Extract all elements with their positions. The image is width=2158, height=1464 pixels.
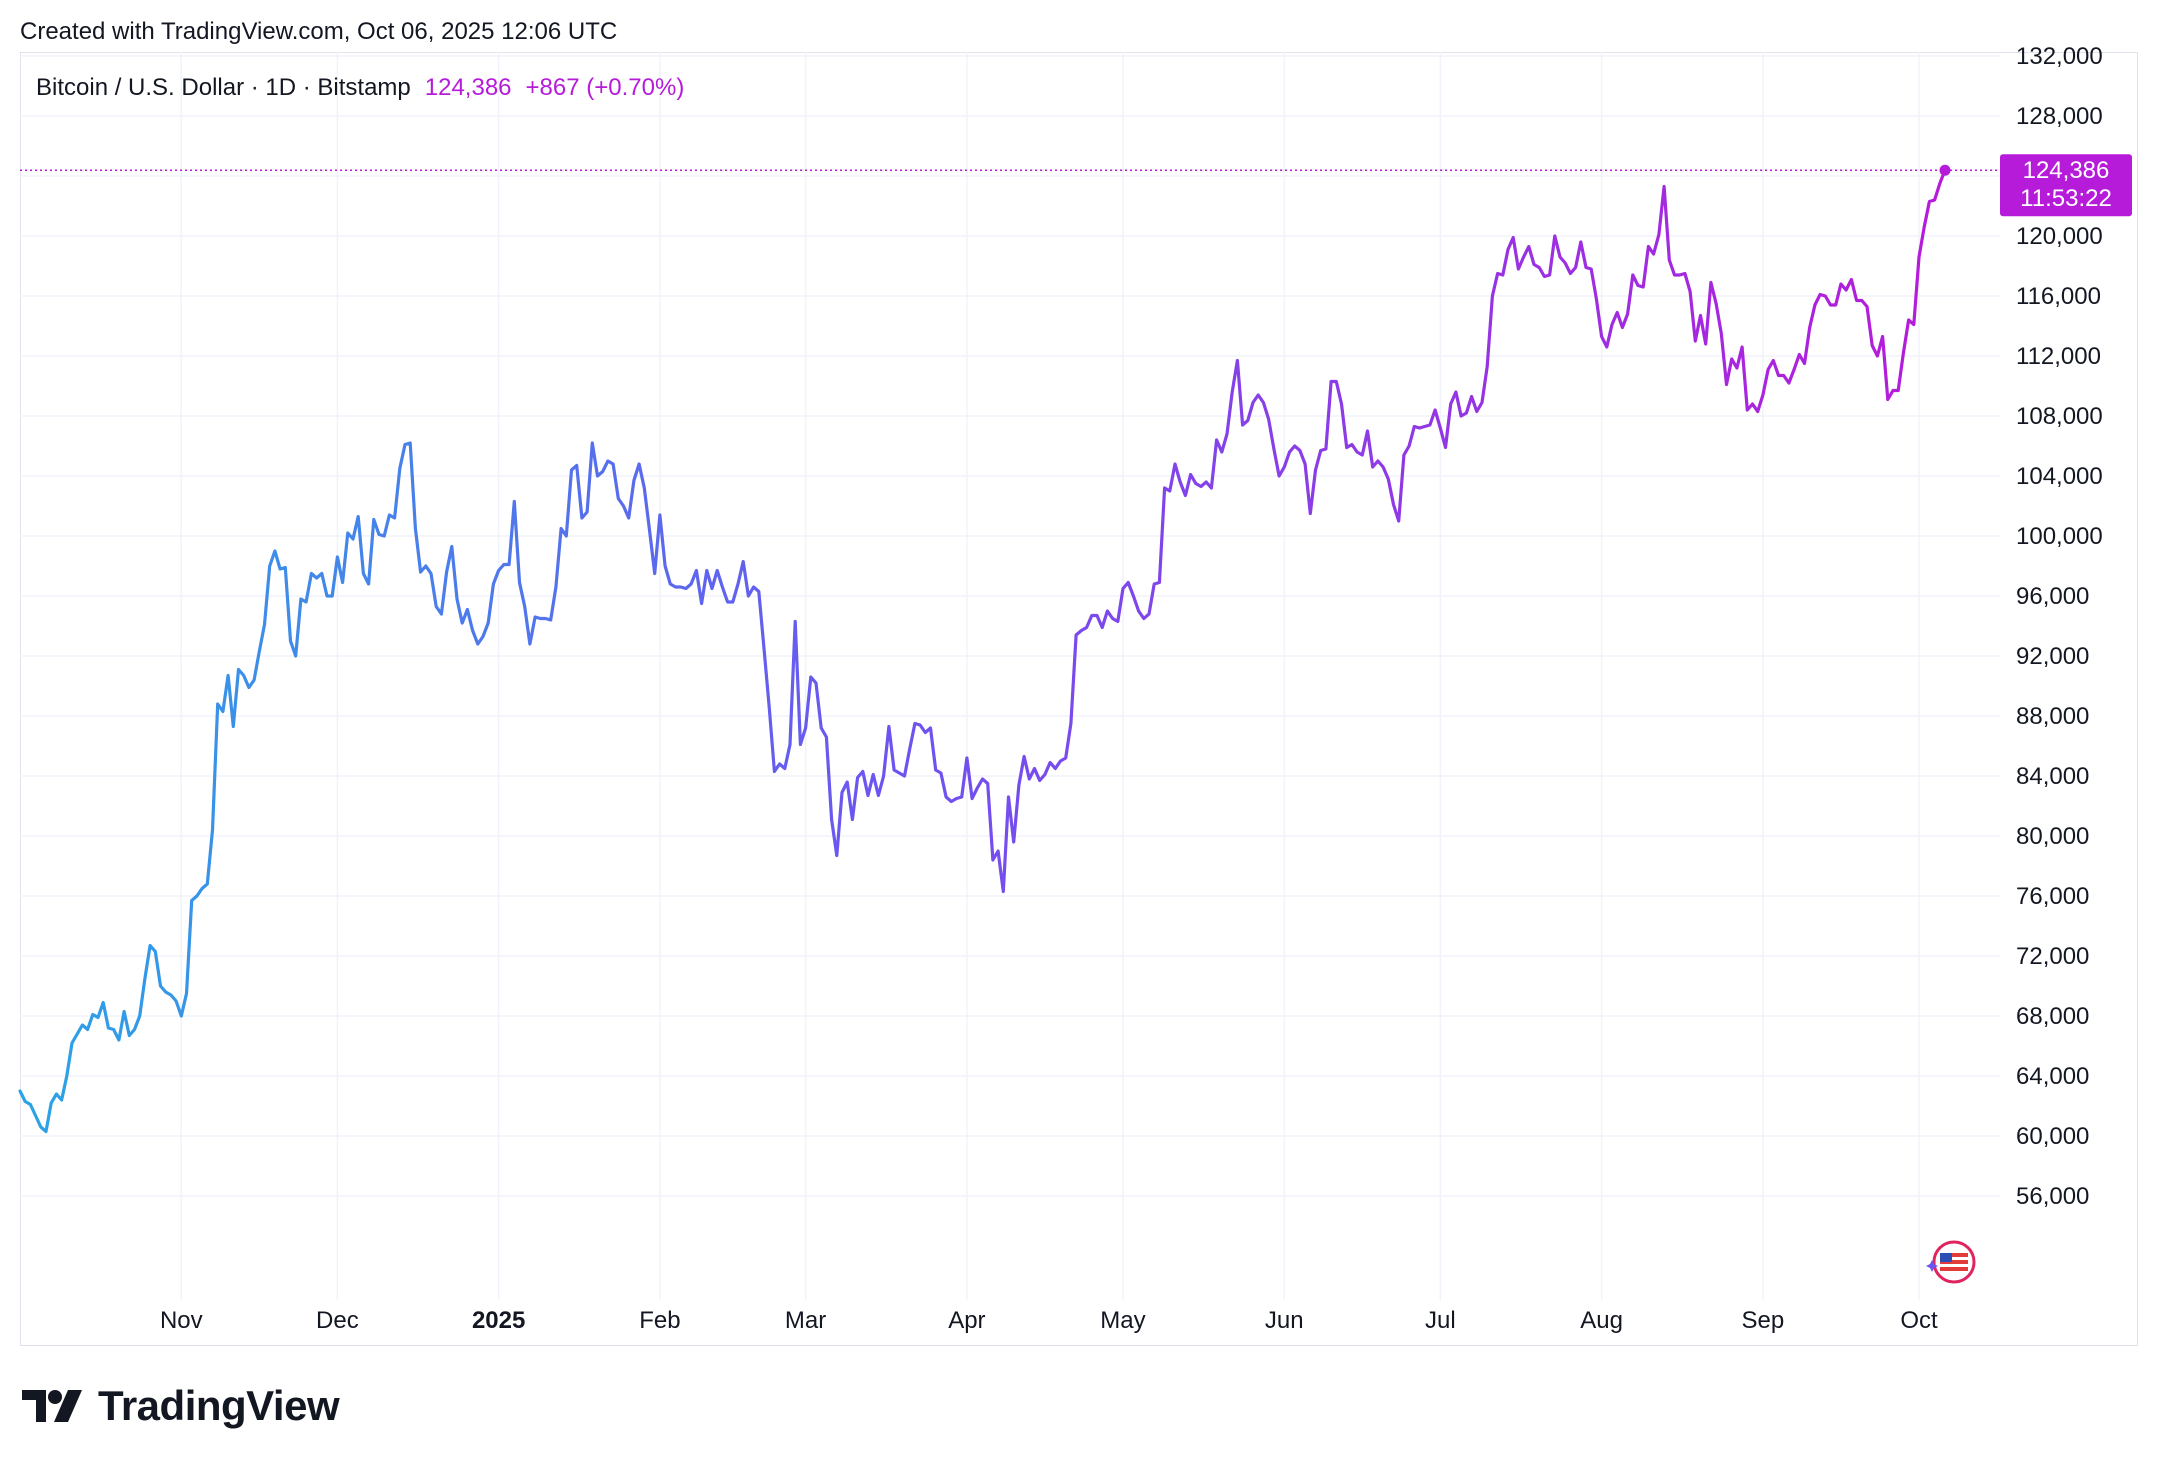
tradingview-logo-icon: [22, 1390, 82, 1422]
created-with-caption: Created with TradingView.com, Oct 06, 20…: [20, 18, 618, 45]
y-tick-label: 80,000: [2016, 823, 2089, 850]
x-tick-label: Aug: [1580, 1307, 1623, 1334]
x-tick-label: Jun: [1265, 1307, 1304, 1334]
y-axis[interactable]: 56,000 60,000 64,000 68,000 72,000 76,000 80,0…: [2016, 43, 2103, 1210]
price-label-box: [2000, 154, 2132, 217]
y-tick-label: 112,000: [2016, 343, 2101, 370]
us-flag-icon[interactable]: [1926, 1240, 1976, 1284]
x-tick-label: Feb: [639, 1307, 680, 1334]
x-axis[interactable]: Nov Dec 2025 Feb Mar Apr May Jun Jul Aug Sep Oct: [160, 1307, 1938, 1334]
x-tick-label: Sep: [1742, 1307, 1785, 1334]
y-tick-label: 60,000: [2016, 1123, 2089, 1150]
y-tick-label: 116,000: [2016, 283, 2101, 310]
x-tick-label: Mar: [785, 1307, 826, 1334]
x-tick-label: Nov: [160, 1307, 203, 1334]
x-tick-label: Apr: [948, 1307, 985, 1334]
y-tick-label: 56,000: [2016, 1183, 2089, 1210]
y-tick-label: 120,000: [2016, 223, 2103, 250]
y-tick-label: 84,000: [2016, 763, 2089, 790]
y-tick-label: 108,000: [2016, 403, 2103, 430]
tradingview-logo[interactable]: TradingView: [22, 1382, 340, 1430]
chart-pane[interactable]: [20, 52, 2138, 1346]
y-tick-label: 76,000: [2016, 883, 2089, 910]
y-tick-label: 96,000: [2016, 583, 2089, 610]
price-change: +867 (+0.70%): [525, 74, 685, 101]
y-tick-label: 132,000: [2016, 43, 2103, 70]
symbol-legend[interactable]: Bitcoin / U.S. Dollar · 1D · Bitstamp 12…: [36, 74, 684, 102]
x-tick-label: Oct: [1900, 1307, 1938, 1334]
last-price-dot: [1939, 164, 1951, 176]
y-tick-label: 68,000: [2016, 1003, 2089, 1030]
y-tick-label: 92,000: [2016, 643, 2089, 670]
x-tick-label: Dec: [316, 1307, 359, 1334]
y-tick-label: 128,000: [2016, 103, 2103, 130]
y-tick-label: 104,000: [2016, 463, 2103, 490]
grid-lines: [20, 52, 2000, 1300]
y-tick-label: 100,000: [2016, 523, 2103, 550]
symbol-title: Bitcoin / U.S. Dollar · 1D · Bitstamp: [36, 74, 411, 101]
y-tick-label: 72,000: [2016, 943, 2089, 970]
price-label-value: 124,386: [2023, 157, 2110, 184]
last-price-value: 124,386: [424, 74, 512, 101]
y-tick-label: 88,000: [2016, 703, 2089, 730]
price-label-countdown: 11:53:22: [2020, 185, 2112, 212]
x-tick-label: Jul: [1425, 1307, 1456, 1334]
tradingview-wordmark: TradingView: [98, 1382, 340, 1429]
price-label: 124,386 11:53:22: [2000, 154, 2132, 217]
x-tick-label: May: [1100, 1307, 1145, 1334]
y-tick-label: 64,000: [2016, 1063, 2089, 1090]
price-series-line: [18, 168, 1947, 1134]
x-tick-label: 2025: [472, 1307, 525, 1334]
